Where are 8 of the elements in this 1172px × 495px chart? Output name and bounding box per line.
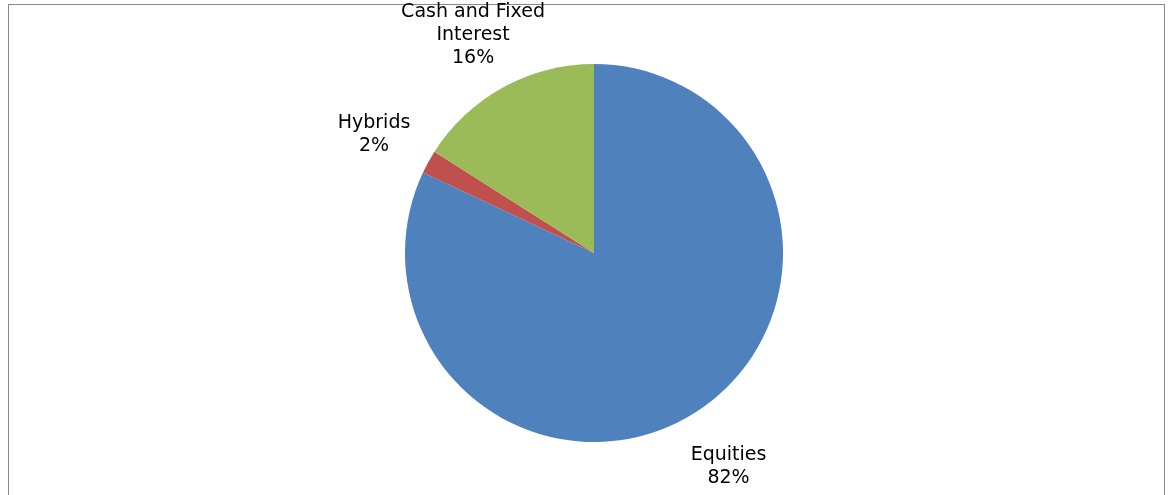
slice-label: Hybrids bbox=[337, 109, 411, 132]
data-label: 2% bbox=[358, 132, 390, 155]
data-label: 16% bbox=[451, 45, 495, 68]
pie-slice bbox=[422, 151, 594, 253]
pie-slice bbox=[434, 64, 594, 253]
slice-label: Equities bbox=[690, 442, 767, 465]
data-label: 82% bbox=[707, 465, 750, 488]
slice-label: Cash and Fixed Interest bbox=[401, 0, 546, 45]
